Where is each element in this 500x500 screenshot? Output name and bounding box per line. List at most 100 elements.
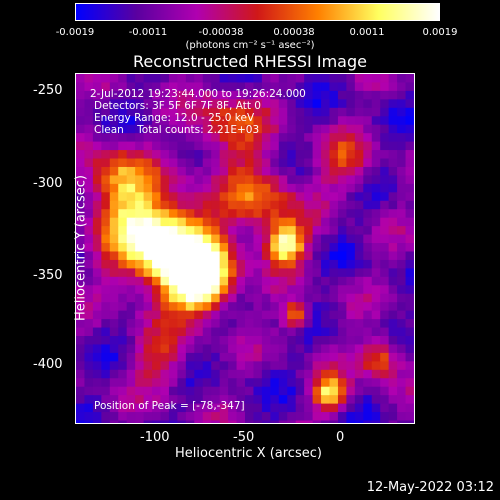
heatmap-cell bbox=[261, 243, 271, 253]
heatmap-cell bbox=[312, 217, 322, 227]
heatmap-cell bbox=[253, 319, 263, 329]
heatmap-cell bbox=[92, 395, 102, 405]
heatmap-cell bbox=[228, 217, 238, 227]
heatmap-cell bbox=[346, 403, 356, 413]
heatmap-cell bbox=[363, 226, 373, 236]
heatmap-cell bbox=[321, 141, 331, 151]
heatmap-cell bbox=[219, 90, 229, 100]
heatmap-cell bbox=[202, 141, 212, 151]
heatmap-cell bbox=[388, 369, 398, 379]
heatmap-cell bbox=[270, 361, 280, 371]
heatmap-cell bbox=[194, 335, 204, 346]
heatmap-cell bbox=[278, 302, 288, 312]
heatmap-cell bbox=[202, 74, 212, 84]
heatmap-cell bbox=[270, 166, 280, 177]
heatmap-cell bbox=[278, 133, 288, 143]
heatmap-cell bbox=[76, 293, 86, 303]
heatmap-cell bbox=[261, 327, 271, 337]
heatmap-cell bbox=[405, 268, 414, 278]
heatmap-cell bbox=[312, 335, 322, 346]
footer-date: 12-May-2022 03:12 bbox=[366, 480, 494, 495]
heatmap-cell bbox=[143, 369, 153, 379]
heatmap-cell bbox=[253, 133, 263, 143]
heatmap-cell bbox=[118, 412, 128, 422]
heatmap-cell bbox=[118, 99, 128, 109]
heatmap-cell bbox=[245, 141, 255, 151]
heatmap-cell bbox=[84, 378, 94, 388]
heatmap-cell bbox=[143, 403, 153, 413]
heatmap-cell bbox=[84, 133, 94, 143]
heatmap-cell bbox=[388, 403, 398, 413]
heatmap-cell bbox=[236, 276, 246, 286]
heatmap-cell bbox=[236, 293, 246, 303]
heatmap-cell bbox=[371, 251, 381, 261]
heatmap-cell bbox=[177, 344, 187, 354]
heatmap-cell bbox=[405, 344, 414, 354]
heatmap-cell bbox=[346, 243, 356, 253]
heatmap-cell bbox=[211, 335, 221, 346]
heatmap-cell bbox=[371, 369, 381, 379]
heatmap-cell bbox=[152, 82, 162, 92]
heatmap-cell bbox=[346, 175, 356, 185]
heatmap-cell bbox=[219, 412, 229, 422]
heatmap-cell bbox=[354, 74, 364, 84]
heatmap-cell bbox=[295, 200, 305, 210]
heatmap-cell bbox=[168, 150, 178, 160]
heatmap-cell bbox=[270, 302, 280, 312]
heatmap-cell bbox=[76, 200, 86, 210]
heatmap-cell bbox=[219, 395, 229, 405]
heatmap-cell bbox=[168, 412, 178, 422]
heatmap-cell bbox=[109, 150, 119, 160]
heatmap-cell bbox=[371, 361, 381, 371]
heatmap-cell bbox=[346, 217, 356, 227]
heatmap-cell bbox=[388, 200, 398, 210]
heatmap-cell bbox=[295, 192, 305, 202]
heatmap-cell bbox=[405, 395, 414, 405]
heatmap-cell bbox=[228, 124, 238, 134]
heatmap-cell bbox=[380, 369, 390, 379]
heatmap-cell bbox=[84, 352, 94, 362]
heatmap-cell bbox=[84, 319, 94, 329]
heatmap-cell bbox=[363, 395, 373, 405]
heatmap-cell bbox=[211, 285, 221, 295]
heatmap-cell bbox=[363, 335, 373, 346]
heatmap-cell bbox=[236, 133, 246, 143]
heatmap-cell bbox=[304, 209, 314, 219]
heatmap-cell bbox=[337, 403, 347, 413]
heatmap-cell bbox=[337, 217, 347, 227]
heatmap-cell bbox=[118, 150, 128, 160]
heatmap-cell bbox=[135, 99, 145, 109]
heatmap-cell bbox=[405, 99, 414, 109]
heatmap-cell bbox=[397, 166, 407, 177]
heatmap-cell bbox=[202, 310, 212, 320]
heatmap-cell bbox=[329, 302, 339, 312]
info-clean: Clean Total counts: 2.21E+03 bbox=[94, 124, 260, 136]
heatmap-cell bbox=[329, 344, 339, 354]
heatmap-cell bbox=[219, 403, 229, 413]
heatmap-cell bbox=[168, 285, 178, 295]
heatmap-cell bbox=[228, 352, 238, 362]
heatmap-cell bbox=[253, 74, 263, 84]
heatmap-cell bbox=[177, 412, 187, 422]
heatmap-cell bbox=[126, 183, 136, 193]
heatmap-cell bbox=[405, 386, 414, 396]
heatmap-cell bbox=[101, 293, 111, 303]
heatmap-cell bbox=[84, 412, 94, 422]
heatmap-cell bbox=[261, 234, 271, 244]
heatmap-cell bbox=[278, 395, 288, 405]
heatmap-cell bbox=[92, 90, 102, 100]
heatmap-cell bbox=[92, 285, 102, 295]
heatmap-cell bbox=[228, 395, 238, 405]
heatmap-cell bbox=[278, 259, 288, 269]
heatmap-cell bbox=[177, 395, 187, 405]
heatmap-cell bbox=[185, 82, 195, 92]
heatmap-cell bbox=[76, 335, 86, 346]
heatmap-cell bbox=[354, 82, 364, 92]
heatmap-cell bbox=[245, 293, 255, 303]
heatmap-cell bbox=[211, 327, 221, 337]
heatmap-cell bbox=[109, 90, 119, 100]
heatmap-cell bbox=[143, 217, 153, 227]
heatmap-cell bbox=[185, 124, 195, 134]
heatmap-cell bbox=[211, 386, 221, 396]
heatmap-cell bbox=[236, 259, 246, 269]
